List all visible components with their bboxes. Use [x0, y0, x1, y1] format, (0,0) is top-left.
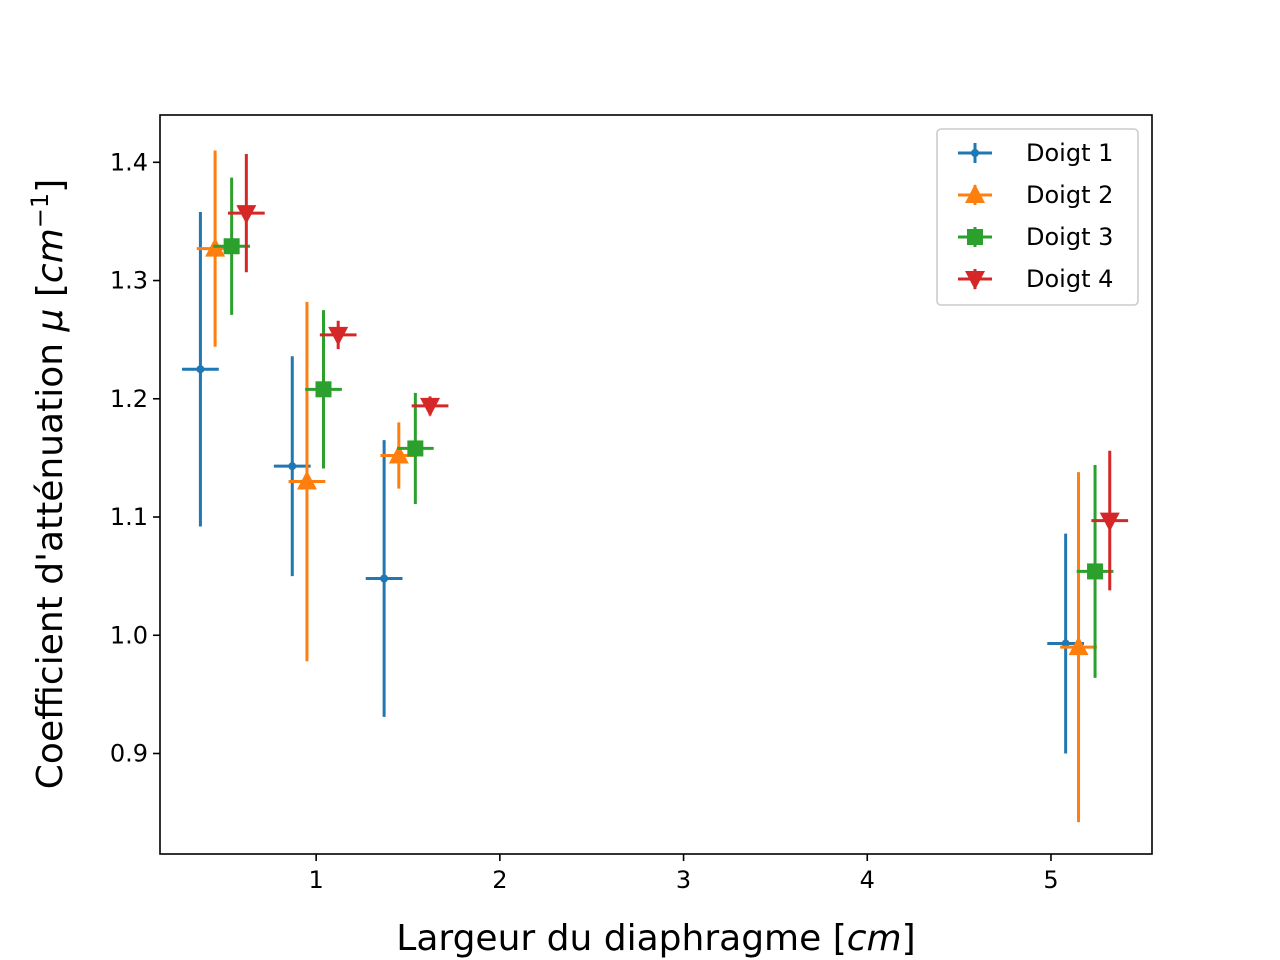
data-point — [288, 462, 297, 471]
series-doigt-4 — [227, 154, 1129, 591]
legend-label: Doigt 3 — [1026, 223, 1113, 251]
series-doigt-3 — [213, 177, 1114, 678]
y-tick-label: 0.9 — [110, 739, 148, 767]
legend-item-doigt-2: Doigt 2 — [958, 181, 1113, 209]
x-tick-label: 3 — [676, 866, 691, 894]
x-axis-label: Largeur du diaphragme [cm] — [396, 918, 915, 959]
x-tick-label: 2 — [492, 866, 507, 894]
data-point — [196, 365, 205, 374]
data-point — [380, 574, 389, 583]
legend: Doigt 1 Doigt 2 Doigt 3 Doigt 4 — [936, 128, 1139, 306]
data-point — [1087, 563, 1104, 580]
y-tick-label: 1.1 — [110, 503, 148, 531]
legend-marker — [965, 271, 985, 290]
legend-item-doigt-4: Doigt 4 — [958, 265, 1113, 293]
data-point — [420, 397, 441, 417]
legend-marker — [967, 229, 983, 245]
data-marks — [182, 150, 1129, 823]
legend-label: Doigt 4 — [1026, 265, 1113, 293]
data-point — [1099, 512, 1120, 532]
data-point — [407, 440, 424, 457]
legend-box — [936, 128, 1139, 306]
x-tick-label: 5 — [1043, 866, 1058, 894]
data-point — [223, 238, 240, 255]
data-point — [315, 381, 332, 398]
plot-frame — [159, 114, 1153, 855]
y-axis-label: Coefficient d'atténuation μ [cm−1] — [26, 179, 71, 789]
data-point — [296, 470, 317, 490]
x-tick-label: 4 — [860, 866, 875, 894]
data-point — [1068, 636, 1089, 656]
series-doigt-1 — [182, 211, 1085, 754]
legend-marker — [971, 149, 979, 157]
y-tick-label: 1.3 — [110, 267, 148, 295]
x-tick-label: 1 — [309, 866, 324, 894]
legend-label: Doigt 1 — [1026, 139, 1113, 167]
y-tick-label: 1.2 — [110, 385, 148, 413]
x-axis-ticks: 1 2 3 4 5 — [309, 854, 1059, 894]
y-tick-label: 1.0 — [110, 621, 148, 649]
legend-marker — [965, 184, 985, 203]
data-point — [328, 326, 349, 346]
data-point — [1061, 639, 1070, 648]
series-doigt-2 — [196, 150, 1097, 823]
y-axis-ticks: 0.9 1.0 1.1 1.2 1.3 1.4 — [110, 148, 160, 767]
legend-label: Doigt 2 — [1026, 181, 1113, 209]
y-tick-label: 1.4 — [110, 148, 148, 176]
legend-item-doigt-3: Doigt 3 — [958, 223, 1113, 251]
data-point — [236, 205, 257, 225]
legend-item-doigt-1: Doigt 1 — [958, 139, 1113, 167]
data-point — [388, 444, 409, 464]
